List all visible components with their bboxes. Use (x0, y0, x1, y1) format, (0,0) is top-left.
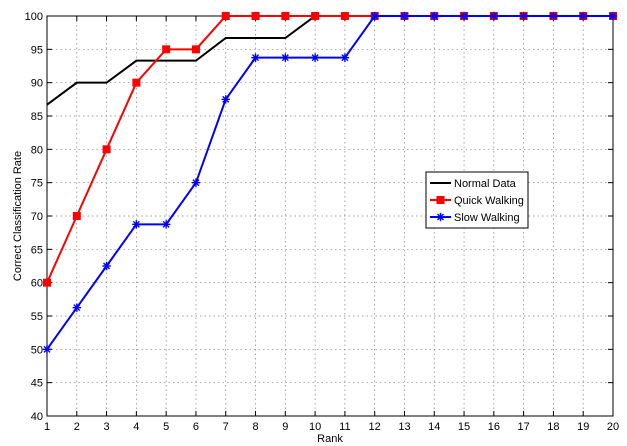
point-slow-walking-marker (132, 220, 141, 229)
y-tick-label: 65 (31, 244, 43, 256)
x-tick-label: 11 (339, 421, 350, 433)
legend-label-quick-walking: Quick Walking (454, 195, 524, 207)
point-slow-walking-marker (579, 11, 588, 21)
point-slow-walking-marker (42, 345, 52, 354)
point-slow-walking-marker (161, 220, 171, 229)
y-tick-label: 45 (31, 378, 43, 390)
x-tick-label: 6 (193, 421, 199, 433)
x-tick-label: 7 (223, 421, 229, 433)
legend-quick-walking-marker (436, 196, 445, 204)
point-slow-walking-marker (400, 11, 409, 21)
point-quick-walking-marker (43, 278, 51, 287)
y-tick-label: 85 (31, 111, 43, 123)
point-slow-walking-marker (72, 303, 81, 312)
point-slow-walking-marker (549, 11, 558, 21)
x-tick-label: 12 (369, 421, 381, 433)
legend: Normal Data Quick Walking Slow Walking (425, 171, 529, 229)
x-tick-label: 19 (577, 421, 589, 433)
point-quick-walking-marker (221, 12, 230, 20)
legend-slow-walking-marker (436, 212, 445, 222)
x-tick-label: 9 (282, 421, 288, 433)
series-line-quick-walking (46, 15, 613, 284)
point-quick-walking-marker (72, 212, 81, 220)
point-slow-walking-marker (459, 11, 469, 21)
y-tick-label: 40 (31, 411, 43, 423)
point-slow-walking-marker (340, 53, 350, 62)
x-tick-label: 16 (488, 421, 500, 433)
point-quick-walking-marker (251, 12, 260, 20)
x-tick-label: 10 (309, 421, 321, 433)
point-quick-walking-marker (191, 45, 200, 54)
legend-label-slow-walking: Slow Walking (454, 212, 520, 224)
point-slow-walking-marker (430, 11, 439, 21)
y-tick-label: 90 (31, 78, 43, 90)
point-quick-walking-marker (281, 12, 290, 20)
x-tick-label: 17 (518, 421, 530, 433)
x-tick-label: 2 (74, 421, 80, 433)
y-tick-label: 50 (31, 344, 43, 356)
x-tick-label: 5 (163, 421, 169, 433)
grid-lines (47, 16, 613, 416)
x-tick-label: 18 (547, 421, 559, 433)
point-slow-walking-marker (310, 53, 320, 62)
y-tick-label: 70 (31, 211, 43, 223)
x-tick-label: 3 (104, 421, 110, 433)
x-tick-label: 14 (428, 421, 440, 433)
point-quick-walking-marker (132, 78, 141, 87)
legend-label-normal-data: Normal Data (454, 178, 517, 190)
point-slow-walking-marker (370, 11, 379, 21)
point-quick-walking-marker (102, 145, 111, 154)
x-tick-label: 8 (252, 421, 258, 433)
point-slow-walking-marker (608, 11, 618, 21)
y-tick-label: 75 (31, 178, 43, 190)
x-tick-label: 4 (133, 421, 139, 433)
axis-ticks: 1 2 3 4 5 6 7 8 9 10 11 12 13 14 15 16 17 18 19 20404550556… (25, 11, 619, 433)
point-slow-walking-marker (519, 11, 528, 21)
y-axis-label: Correct Classification Rate (12, 151, 24, 281)
y-tick-label: 60 (31, 278, 43, 290)
point-slow-walking-marker (251, 53, 260, 62)
x-tick-label: 15 (458, 421, 470, 433)
series-line-slow-walking (46, 15, 613, 350)
point-slow-walking-marker (221, 95, 230, 104)
point-slow-walking-marker (281, 53, 290, 62)
x-tick-label: 13 (398, 421, 410, 433)
point-quick-walking-marker (340, 12, 349, 20)
point-quick-walking-marker (162, 45, 171, 54)
point-slow-walking-marker (489, 11, 499, 21)
point-slow-walking-marker (191, 178, 201, 187)
y-tick-label: 100 (25, 11, 43, 23)
y-tick-label: 95 (31, 44, 43, 56)
x-tick-label: 20 (607, 421, 619, 433)
y-tick-label: 80 (31, 144, 43, 156)
x-tick-label: 1 (44, 421, 50, 433)
series-layer (42, 11, 618, 354)
y-tick-label: 55 (31, 311, 43, 323)
point-quick-walking-marker (311, 12, 320, 20)
point-slow-walking-marker (102, 261, 111, 271)
x-axis-label: Rank (317, 433, 343, 445)
